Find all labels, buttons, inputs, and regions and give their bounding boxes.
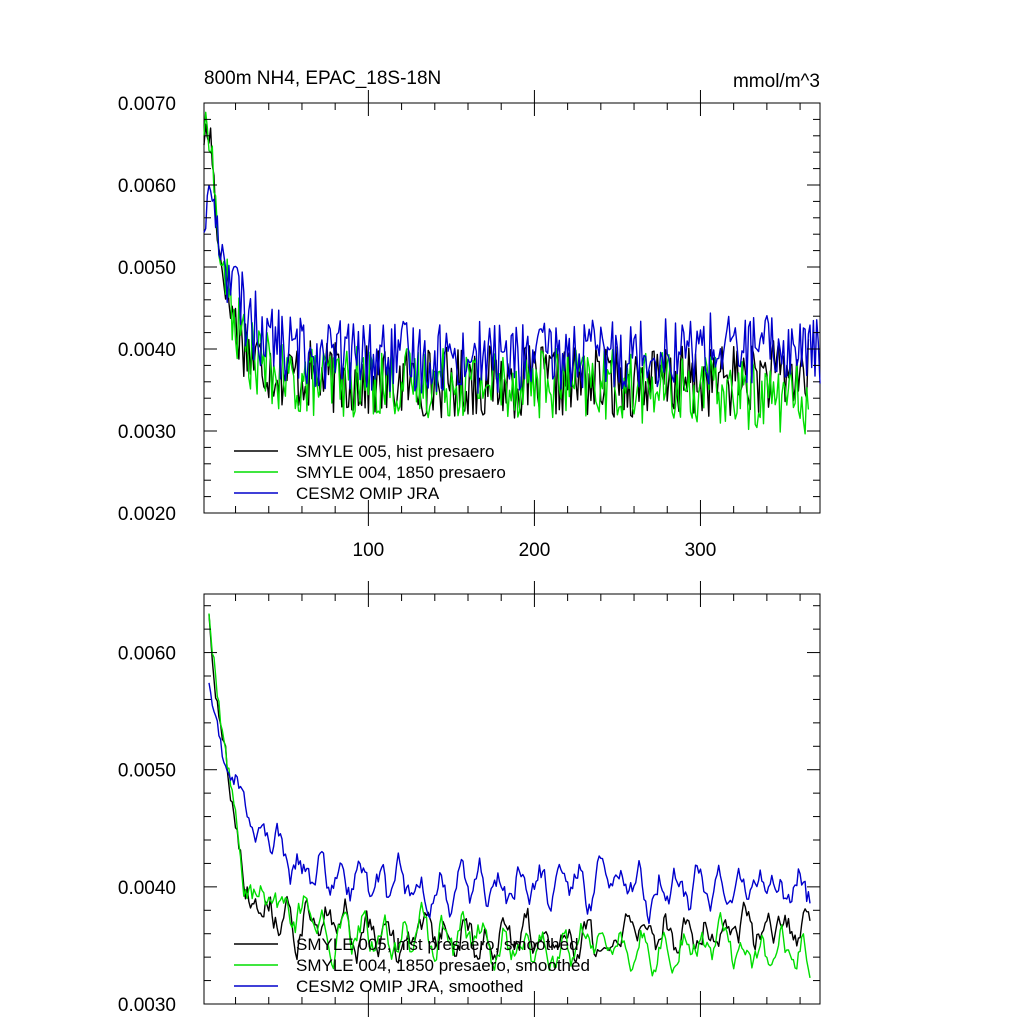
x-axis — [235, 581, 801, 1017]
plot-frame — [203, 593, 821, 1005]
y-tick-label: 0.0040 — [118, 878, 176, 899]
x-tick-label: 300 — [685, 540, 717, 561]
y-tick-label: 0.0060 — [118, 644, 176, 665]
legend: SMYLE 005, hist presaero, smoothed SMYLE … — [234, 935, 590, 996]
legend-label: SMYLE 005, hist presaero — [296, 442, 494, 461]
chart-panel-top: 800m NH4, EPAC_18S-18N mmol/m^3 0.00200.… — [118, 68, 821, 561]
y-tick-label: 0.0070 — [118, 94, 176, 115]
y-tick-label: 0.0020 — [118, 504, 176, 525]
legend-label: SMYLE 005, hist presaero, smoothed — [296, 935, 579, 954]
plot-frame — [203, 102, 821, 514]
x-axis: 100 200 300 — [235, 90, 801, 561]
series-line-1 — [208, 614, 811, 964]
y-axis: 0.0030 0.0040 0.0050 0.0060 — [118, 605, 820, 1016]
series-line-1 — [203, 123, 810, 419]
series-line-3 — [203, 184, 821, 394]
series-line-2 — [208, 613, 811, 979]
legend-label: SMYLE 004, 1850 presaero, smoothed — [296, 956, 590, 975]
y-tick-label: 0.0050 — [118, 258, 176, 279]
series-layer — [203, 111, 821, 435]
units-label: mmol/m^3 — [733, 71, 820, 92]
series-line-3 — [208, 682, 811, 925]
legend: SMYLE 005, hist presaero SMYLE 004, 1850 … — [234, 442, 506, 503]
legend-label: SMYLE 004, 1850 presaero — [296, 463, 506, 482]
y-tick-label: 0.0040 — [118, 340, 176, 361]
y-tick-label: 0.0050 — [118, 761, 176, 782]
x-tick-label: 100 — [353, 540, 385, 561]
chart-title: 800m NH4, EPAC_18S-18N — [204, 68, 441, 89]
y-tick-label: 0.0030 — [118, 422, 176, 443]
y-axis: 0.0020 0.0030 0.0040 0.0050 0.0060 0.0070 — [118, 94, 820, 525]
legend-label: CESM2 OMIP JRA — [296, 484, 440, 503]
legend-label: CESM2 OMIP JRA, smoothed — [296, 977, 523, 996]
y-tick-label: 0.0060 — [118, 176, 176, 197]
series-layer — [208, 613, 811, 979]
y-tick-label: 0.0030 — [118, 995, 176, 1016]
x-tick-label: 200 — [519, 540, 551, 561]
chart-panel-bottom: 0.0030 0.0040 0.0050 0.0060 SMYLE 005, hist… — [118, 581, 821, 1017]
